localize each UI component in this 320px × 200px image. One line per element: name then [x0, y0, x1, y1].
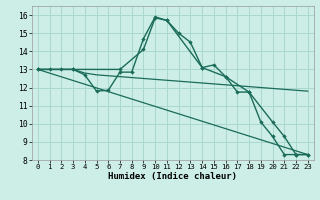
X-axis label: Humidex (Indice chaleur): Humidex (Indice chaleur)	[108, 172, 237, 181]
